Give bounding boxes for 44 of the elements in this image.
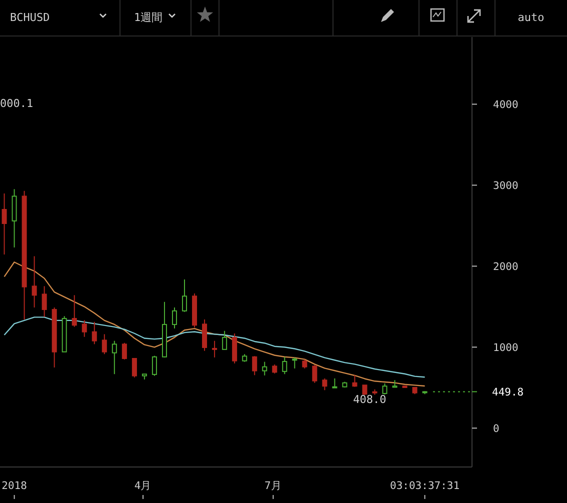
candlestick (262, 361, 268, 376)
candlestick (252, 356, 258, 376)
candlestick (72, 294, 77, 328)
candlestick (42, 286, 47, 318)
chart-title: BCHUSD (10, 11, 50, 24)
candlestick (92, 321, 97, 345)
candlestick (202, 318, 208, 352)
candlestick (132, 358, 137, 378)
y-tick-label: 1000 (493, 342, 518, 354)
candlestick (232, 332, 238, 364)
candlestick (102, 334, 107, 355)
candlestick (172, 306, 177, 329)
candlestick (282, 356, 288, 375)
candlestick (352, 374, 358, 388)
candlestick (212, 340, 218, 358)
y-tick-label: 4000 (493, 99, 518, 112)
candlestick (182, 278, 188, 312)
candlestick (112, 340, 117, 375)
y-tick-label: 2000 (493, 261, 518, 274)
x-tick-label: 03:03:37:31 (390, 480, 460, 492)
chart-subtitle: 1週間 (134, 11, 163, 24)
annotation: 000.1 (0, 97, 34, 110)
line-series (4, 316, 426, 378)
candlestick (292, 356, 298, 369)
text: auto (518, 11, 544, 24)
x-tick-label: 4月 (134, 480, 152, 492)
candlestick (152, 355, 157, 376)
candlestick (362, 384, 368, 396)
y-tick-label: 0 (493, 423, 500, 436)
candlestick (382, 382, 388, 395)
candlestick (322, 378, 328, 391)
line-series (4, 262, 426, 387)
candlestick (2, 192, 7, 256)
annotation: 408.0 (353, 393, 386, 406)
candlestick (82, 320, 87, 338)
y-tick-label: 3000 (493, 180, 518, 192)
candlestick (312, 364, 318, 384)
candlestick (332, 378, 338, 388)
x-tick-label: 7月 (264, 480, 282, 492)
ref-line-label: 449.8 (492, 386, 524, 399)
candlestick (32, 256, 37, 308)
candlestick (222, 330, 228, 350)
candlestick (122, 342, 127, 360)
x-tick-label: 2018 (2, 480, 27, 492)
